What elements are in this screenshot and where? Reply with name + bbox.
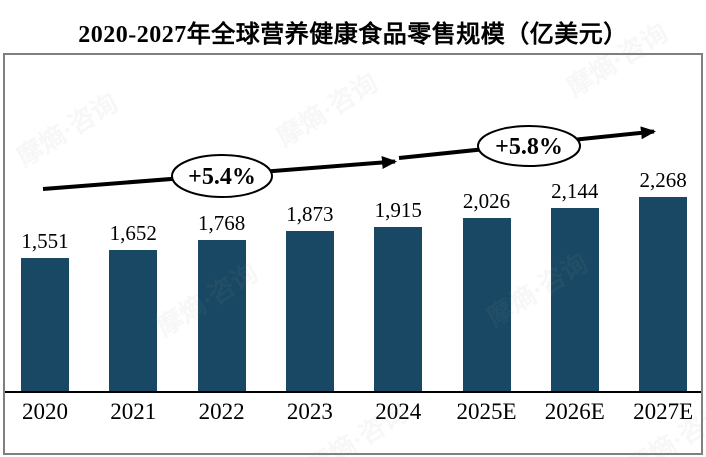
growth-label-2: +5.8% [495,134,563,160]
bar [550,208,599,391]
bar [462,218,511,391]
bar [21,258,69,391]
growth-ellipse-1 [171,154,273,198]
growth-ellipse-2 [477,125,581,167]
bar-value-label: 2,026 [462,189,511,213]
plot-area: +5.4% +5.8% 1,551 2020 1,652 2021 1,768 2022 1… [5,55,701,453]
bar [109,250,158,391]
x-axis-label: 2022 [198,399,245,424]
bar [285,231,334,391]
chart-area: +5.4% +5.8% 1,551 2020 1,652 2021 1,768 2022 1… [3,53,703,455]
x-axis-label: 2025E [456,399,517,424]
trend-arrow-svg: +5.4% +5.8% [42,125,656,198]
x-axis-label: 2023 [286,399,333,424]
bar [639,197,688,391]
x-axis-label: 2027E [633,399,694,424]
bar-value-label: 1,652 [109,221,157,245]
x-axis-label: 2024 [375,399,422,424]
x-axis-label: 2020 [22,399,68,424]
x-axis-label: 2026E [544,399,605,424]
bar-value-label: 1,915 [374,198,422,222]
bar-value-label: 2,144 [551,179,599,203]
bar-value-label: 2,268 [639,168,687,192]
x-axis-label: 2021 [110,399,157,424]
bar-value-label: 1,551 [21,229,69,253]
bar [197,240,246,391]
bar-value-label: 1,768 [197,211,246,235]
bar [374,227,423,391]
growth-label-1: +5.4% [188,164,256,190]
bar-value-label: 1,873 [286,202,334,226]
x-axis-line [5,391,701,393]
page-title: 2020-2027年全球营养健康食品零售规模（亿美元） [78,22,628,48]
